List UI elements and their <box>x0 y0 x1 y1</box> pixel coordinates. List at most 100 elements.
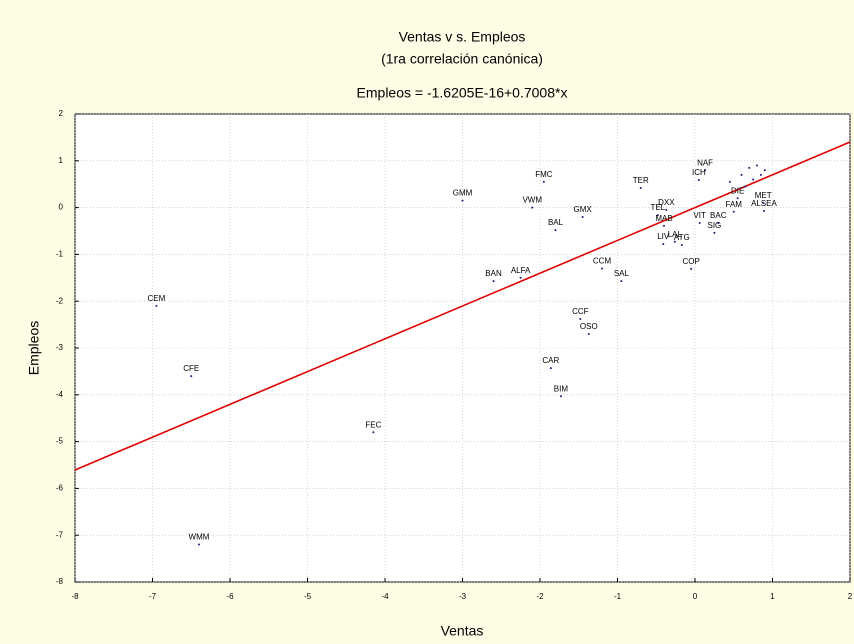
point-label: BIM <box>554 384 569 393</box>
point <box>762 209 765 212</box>
point-label: DIE <box>731 186 744 195</box>
point-label: WMM <box>189 533 210 542</box>
point-label: FEC <box>365 420 381 429</box>
point <box>554 229 557 232</box>
point <box>581 215 584 218</box>
point-label: ALSEA <box>751 199 777 208</box>
point-label: BAC <box>710 211 727 220</box>
point-label: FMC <box>535 170 553 179</box>
y-tick-label: 0 <box>59 203 64 212</box>
point <box>663 224 665 227</box>
point <box>639 186 642 189</box>
point <box>620 280 623 283</box>
point <box>673 240 676 243</box>
point-label: FAM <box>726 200 743 209</box>
point <box>740 173 743 176</box>
point-label: BAN <box>485 269 502 278</box>
point-label: VWM <box>522 196 542 205</box>
x-tick-label: -1 <box>614 592 622 601</box>
y-tick-label: -8 <box>56 577 64 586</box>
point-label: GMX <box>574 205 593 214</box>
y-axis-label: Empleos <box>26 321 42 375</box>
point <box>372 431 375 434</box>
regression-line <box>74 141 851 471</box>
chart-subtitle: (1ra correlación canónica) <box>381 51 543 67</box>
x-tick-label: -5 <box>304 592 312 601</box>
point <box>579 317 582 320</box>
point-label: DXX <box>658 198 675 207</box>
point <box>690 267 693 270</box>
point-label: MET <box>755 191 772 200</box>
x-tick-label: -7 <box>149 592 157 601</box>
equation: Empleos = -1.6205E-16+0.7008*x <box>357 85 568 101</box>
point <box>587 332 590 335</box>
y-tick-label: -7 <box>56 530 64 539</box>
x-tick-label: -8 <box>71 592 79 601</box>
x-tick-label: -6 <box>226 592 234 601</box>
point <box>744 185 747 188</box>
point-label: ATG <box>674 233 690 242</box>
point <box>549 367 552 370</box>
point <box>752 178 755 181</box>
point <box>601 267 603 270</box>
point-label: LAL <box>668 230 683 239</box>
point <box>756 164 758 167</box>
x-tick-label: 1 <box>770 592 775 601</box>
x-tick-label: -3 <box>459 592 467 601</box>
point <box>728 180 731 183</box>
y-tick-label: -6 <box>56 484 64 493</box>
point-label: COP <box>682 257 699 266</box>
point-label: CFE <box>183 364 199 373</box>
point-label: ICH <box>692 168 706 177</box>
y-tick-label: -5 <box>56 437 64 446</box>
x-axis-label: Ventas <box>441 623 484 639</box>
point <box>748 166 751 169</box>
point-label: BAL <box>548 218 564 227</box>
point <box>762 201 765 204</box>
point <box>665 208 668 211</box>
y-tick-label: -1 <box>56 250 64 259</box>
point <box>717 222 720 225</box>
y-tick-label: 2 <box>59 109 64 118</box>
point-label: MAB <box>655 214 672 223</box>
point <box>190 375 193 378</box>
point <box>559 395 562 398</box>
point-label: VIT <box>693 211 706 220</box>
point <box>732 210 735 213</box>
point <box>680 244 683 247</box>
point-label: CCF <box>572 307 589 316</box>
point-label: OSO <box>580 322 598 331</box>
point <box>713 231 716 234</box>
point-label: CEM <box>147 294 165 303</box>
point-label: SAL <box>614 269 630 278</box>
point <box>542 180 545 183</box>
y-tick-label: -3 <box>56 343 64 352</box>
point-label: CAR <box>542 356 559 365</box>
point-label: TEL <box>650 203 665 212</box>
point <box>492 280 495 283</box>
point <box>698 222 701 225</box>
point-label: LIV <box>657 232 670 241</box>
y-tick-label: -2 <box>56 296 64 305</box>
y-tick-label: 1 <box>59 156 64 165</box>
x-tick-label: -2 <box>536 592 544 601</box>
point <box>461 199 464 202</box>
point <box>198 543 200 546</box>
chart-title: Ventas v s. Empleos <box>399 29 526 45</box>
point <box>697 178 700 181</box>
y-tick-label: -4 <box>56 390 64 399</box>
point-label: CCM <box>593 257 612 266</box>
point <box>763 169 766 172</box>
point <box>736 197 739 200</box>
point <box>531 206 534 209</box>
x-tick-label: 0 <box>693 592 698 601</box>
point <box>519 276 522 279</box>
point <box>662 243 665 246</box>
point <box>759 173 762 176</box>
point <box>155 304 158 307</box>
point-label: NAF <box>697 158 713 167</box>
x-tick-label: -4 <box>381 592 389 601</box>
x-tick-label: 2 <box>848 592 853 601</box>
